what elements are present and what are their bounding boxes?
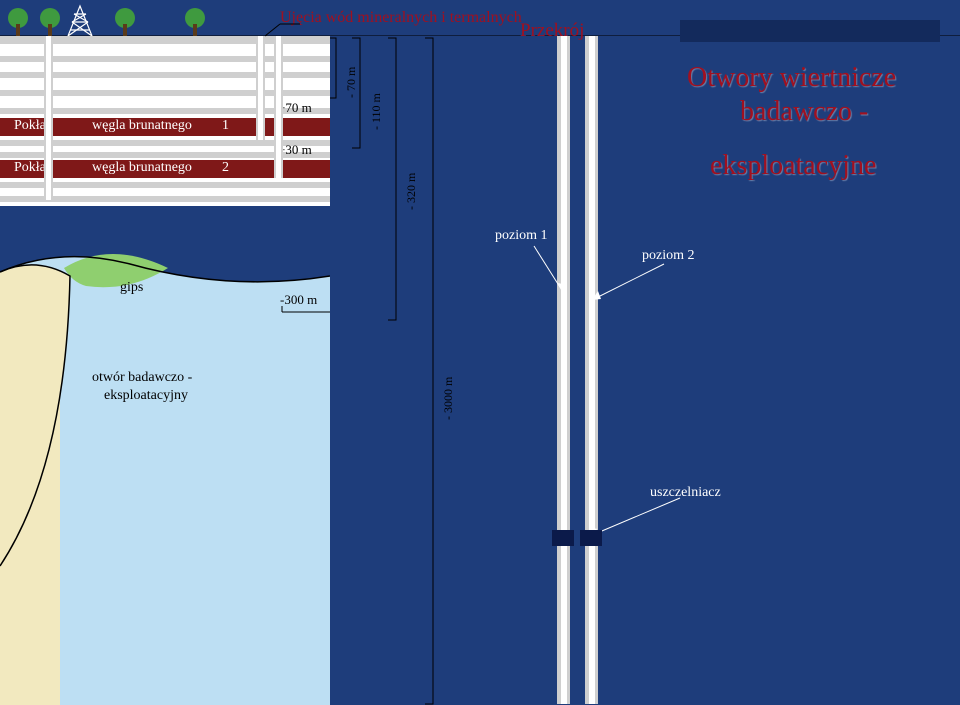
label-gips: gips xyxy=(120,280,143,296)
title-backdrop xyxy=(680,20,940,42)
label-uszczelniacz: uszczelniacz xyxy=(650,485,721,501)
label-otwor-1: otwór badawczo - xyxy=(92,370,192,386)
label-poziom2: poziom 2 xyxy=(642,248,695,264)
title-big-3: eksploatacyjne xyxy=(710,150,876,182)
ujecia-leader-icon xyxy=(0,0,600,50)
borehole-shallow xyxy=(274,36,283,178)
seal-1 xyxy=(552,530,574,546)
title-big-2: badawczo - xyxy=(740,96,868,128)
label-poziom1: poziom 1 xyxy=(495,228,548,244)
depth-brackets-icon xyxy=(0,0,500,705)
diagram-root: Ujęcia wód mineralnych i termalnych Prze… xyxy=(0,0,960,705)
borehole-deep xyxy=(585,36,598,704)
borehole-deep xyxy=(557,36,570,704)
borehole-shallow xyxy=(256,36,265,140)
borehole-shallow xyxy=(44,36,53,200)
seal-2 xyxy=(580,530,602,546)
title-big-1: Otwory wiertnicze xyxy=(687,62,896,94)
label-otwor-2: eksploatacyjny xyxy=(104,388,188,404)
